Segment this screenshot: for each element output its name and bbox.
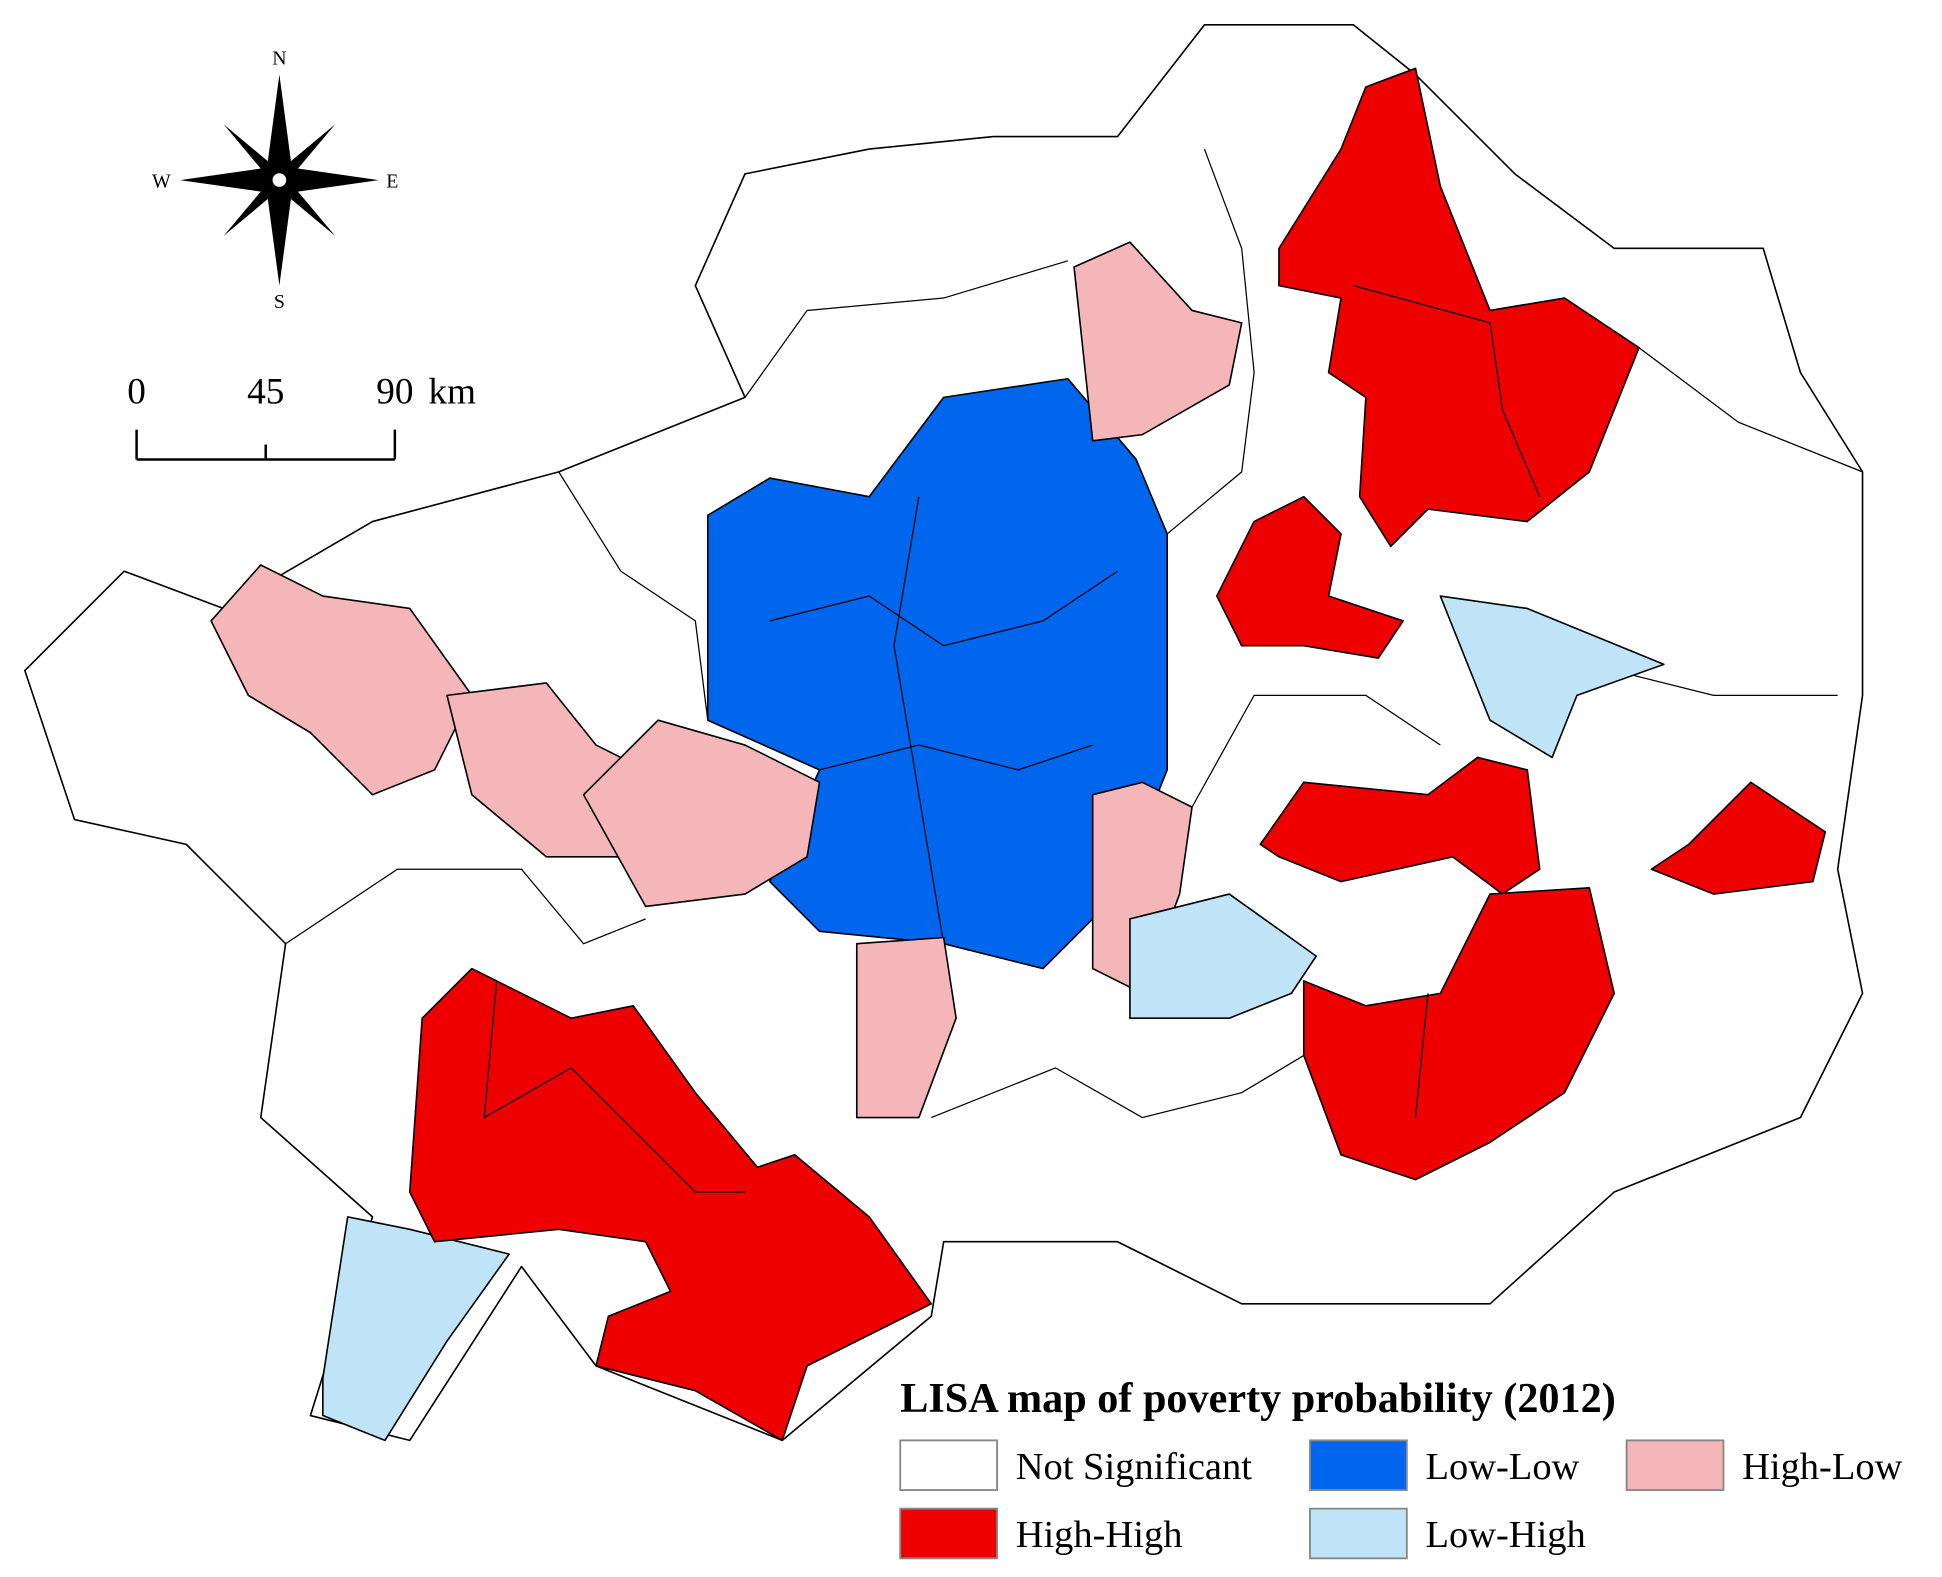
legend-label: High-Low [1742,1446,1903,1488]
scale-label: 45 [247,372,284,413]
high-high-region [408,967,933,1442]
high-high-region [1216,495,1404,659]
high-high-region [1650,781,1827,895]
district-boundary [744,260,1069,398]
compass-label: W [152,171,171,193]
district-boundary [1614,669,1838,696]
high-low-region [582,719,821,908]
district-boundary [1414,993,1429,1118]
district-boundary [769,570,1118,647]
low-high-region [1439,595,1665,759]
compass-center [271,172,288,189]
compass-needle [275,173,336,236]
low-high-region [1129,893,1317,1020]
district-boundary [483,980,746,1193]
scale-bar: 0 45 90 km [127,372,476,461]
legend-swatch [1309,1439,1408,1491]
compass-needle [275,124,336,187]
legend-label: Not Significant [1016,1446,1253,1488]
compass-needle [266,180,292,286]
compass-label: S [274,291,285,313]
district-boundary [1638,347,1863,473]
high-low-region [210,564,473,796]
legend: LISA map of poverty probability (2012) N… [899,1375,1903,1560]
high-high-region [1259,756,1541,895]
district-boundary [893,496,945,944]
district-boundary [558,471,709,721]
district-boundary [285,868,646,945]
legend-swatch [899,1507,999,1560]
high-low-region [855,936,957,1119]
low-high-region [322,1216,510,1442]
scale-label: 90 [376,372,413,413]
legend-swatch [899,1439,999,1491]
compass-needle [223,124,284,187]
legend-label: Low-Low [1425,1446,1579,1488]
compass-label: N [272,48,286,70]
compass-needle [279,167,379,193]
legend-label: Low-High [1425,1514,1585,1556]
compass-needle [180,167,280,193]
district-boundary [1166,148,1255,535]
legend-label: High-High [1016,1514,1183,1556]
district-boundary [931,1054,1305,1119]
compass-needle [266,74,292,181]
high-low-region [1091,781,1193,995]
compass-needle [223,173,284,236]
district-boundary [1191,694,1441,808]
compass-label: E [386,171,398,193]
district-boundary [819,744,1093,771]
legend-swatch [1309,1507,1408,1560]
high-low-region [1073,241,1243,442]
regions [24,24,1864,1442]
legend-title: LISA map of poverty probability (2012) [900,1375,1616,1422]
district-boundary [1353,285,1541,497]
high-high-region [1278,67,1640,548]
compass: N S W E [152,48,398,313]
scale-label: 0 [127,372,146,413]
legend-swatch [1625,1439,1725,1491]
scale-unit: km [428,372,476,413]
